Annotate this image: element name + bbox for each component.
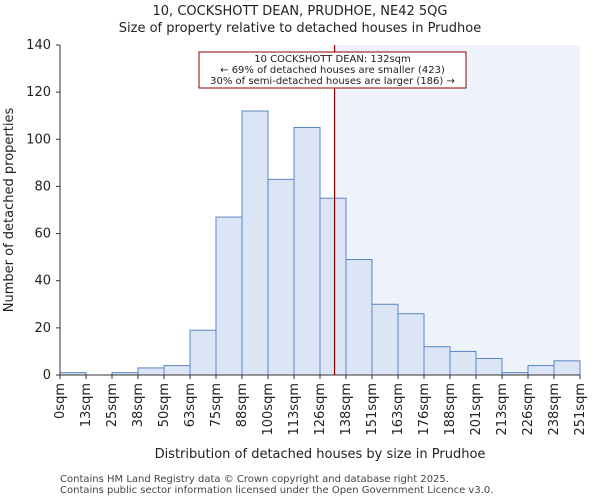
bar [371, 303, 399, 376]
x-tick-label: 88sqm [235, 383, 250, 427]
bar [293, 127, 321, 376]
y-tick-label: 140 [26, 38, 51, 53]
x-tick-label: 238sqm [547, 383, 562, 436]
x-tick-label: 201sqm [469, 383, 484, 436]
annotation-line: 30% of semi-detached houses are larger (… [210, 76, 455, 87]
bar [527, 365, 555, 376]
x-tick-label: 75sqm [209, 383, 224, 427]
x-tick-label: 163sqm [391, 383, 406, 436]
x-tick-label: 176sqm [417, 383, 432, 436]
bar [449, 350, 477, 376]
y-axis-label: Number of detached properties [2, 108, 17, 313]
annotation-line: 10 COCKSHOTT DEAN: 132sqm [254, 54, 411, 65]
x-tick-label: 113sqm [287, 383, 302, 436]
footer-copyright: Contains HM Land Registry data © Crown c… [60, 474, 449, 485]
x-tick-label: 50sqm [157, 383, 172, 427]
y-tick-label: 60 [34, 227, 51, 242]
bar [137, 367, 165, 376]
x-tick-label: 213sqm [495, 383, 510, 436]
bar [189, 329, 217, 376]
annotation-line: ← 69% of detached houses are smaller (42… [220, 65, 445, 76]
bar [397, 313, 425, 376]
y-tick-label: 100 [26, 132, 51, 147]
chart-subtitle: Size of property relative to detached ho… [118, 21, 482, 36]
x-tick-label: 38sqm [131, 383, 146, 427]
bar [241, 110, 269, 376]
y-tick-label: 40 [34, 274, 51, 289]
bar [319, 197, 347, 376]
bar [267, 178, 295, 376]
x-tick-label: 226sqm [521, 383, 536, 436]
annotation-box [198, 51, 467, 89]
y-tick-label: 0 [43, 368, 51, 383]
y-tick-label: 20 [34, 321, 51, 336]
x-tick-label: 151sqm [365, 383, 380, 436]
y-tick-label: 80 [34, 179, 51, 194]
x-tick-label: 126sqm [313, 383, 328, 436]
x-tick-label: 188sqm [443, 383, 458, 436]
footer-licence: Contains public sector information licen… [60, 485, 494, 496]
bar [475, 358, 503, 376]
bar [345, 259, 373, 376]
x-tick-label: 251sqm [573, 383, 588, 436]
x-tick-label: 138sqm [339, 383, 354, 436]
x-tick-label: 63sqm [183, 383, 198, 427]
bar [553, 360, 581, 376]
y-tick-label: 120 [26, 85, 51, 100]
bar [215, 216, 243, 376]
bar [423, 346, 451, 376]
x-tick-label: 0sqm [53, 383, 68, 419]
bar [163, 365, 191, 376]
x-tick-label: 25sqm [105, 383, 120, 427]
x-tick-label: 100sqm [261, 383, 276, 436]
x-axis-label: Distribution of detached houses by size … [155, 447, 486, 462]
chart-title: 10, COCKSHOTT DEAN, PRUDHOE, NE42 5QG [152, 4, 448, 19]
x-tick-label: 13sqm [79, 383, 94, 427]
